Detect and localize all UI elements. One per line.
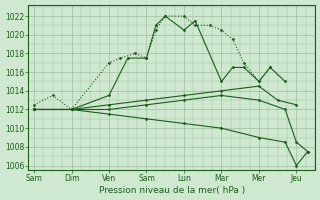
X-axis label: Pression niveau de la mer( hPa ): Pression niveau de la mer( hPa ) bbox=[99, 186, 245, 195]
